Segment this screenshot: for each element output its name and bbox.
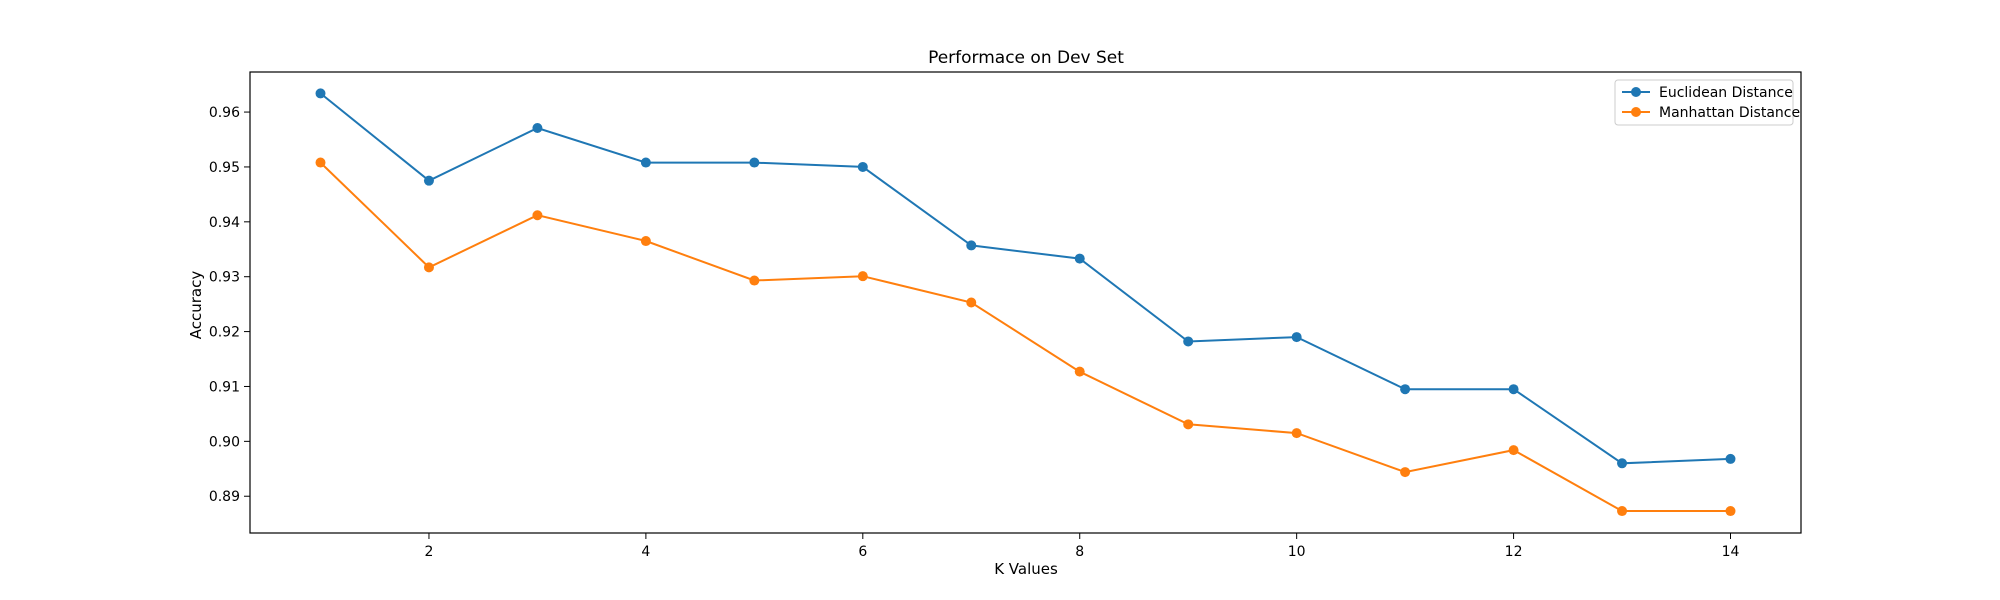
- data-point-manhattan-distance: [857, 271, 868, 282]
- chart-title: Performace on Dev Set: [928, 48, 1124, 68]
- data-point-euclidean-distance: [966, 240, 977, 251]
- data-point-manhattan-distance: [1400, 467, 1411, 478]
- data-point-euclidean-distance: [640, 157, 651, 168]
- x-axis-label: K Values: [994, 560, 1058, 578]
- x-tick-label: 10: [1288, 544, 1306, 560]
- y-tick-label: 0.90: [209, 434, 240, 450]
- y-tick-label: 0.92: [209, 325, 240, 341]
- y-axis: 0.89 0.90 0.91 0.92 0.93 0.94 0.95 0.96: [209, 105, 250, 505]
- data-point-manhattan-distance: [532, 210, 543, 221]
- legend-marker: [1631, 107, 1641, 117]
- x-tick-label: 4: [641, 544, 650, 560]
- x-tick-label: 6: [858, 544, 867, 560]
- legend-label: Manhattan Distance: [1659, 105, 1800, 121]
- y-tick-label: 0.94: [209, 215, 240, 231]
- data-point-manhattan-distance: [423, 262, 434, 273]
- data-point-euclidean-distance: [1725, 453, 1736, 464]
- x-tick-label: 2: [425, 544, 434, 560]
- data-point-euclidean-distance: [1074, 253, 1085, 264]
- data-point-manhattan-distance: [1074, 366, 1085, 377]
- y-tick-label: 0.91: [209, 379, 240, 395]
- x-tick-label: 14: [1722, 544, 1740, 560]
- data-point-euclidean-distance: [1617, 458, 1628, 469]
- y-tick-label: 0.96: [209, 105, 240, 121]
- y-tick-label: 0.95: [209, 160, 240, 176]
- legend: Euclidean Distance Manhattan Distance: [1614, 79, 1800, 126]
- legend-label: Euclidean Distance: [1659, 85, 1793, 101]
- x-tick-label: 8: [1075, 544, 1084, 560]
- x-axis: 2 4 6 8 10 12 14: [425, 533, 1740, 560]
- data-point-euclidean-distance: [857, 161, 868, 172]
- data-point-euclidean-distance: [1400, 384, 1411, 395]
- data-point-manhattan-distance: [315, 157, 326, 168]
- data-point-euclidean-distance: [315, 88, 326, 99]
- legend-box: [1614, 79, 1794, 126]
- data-point-manhattan-distance: [1508, 445, 1519, 456]
- series-line-manhattan-distance: [319, 161, 1731, 512]
- x-tick-label: 12: [1505, 544, 1523, 560]
- data-point-manhattan-distance: [1617, 506, 1628, 517]
- data-point-manhattan-distance: [640, 236, 651, 247]
- data-point-manhattan-distance: [749, 275, 760, 286]
- data-point-euclidean-distance: [749, 157, 760, 168]
- data-point-euclidean-distance: [1183, 336, 1194, 347]
- data-point-euclidean-distance: [1291, 332, 1302, 343]
- y-axis-label: Accuracy: [187, 271, 205, 340]
- data-point-manhattan-distance: [1725, 506, 1736, 517]
- legend-marker: [1631, 87, 1641, 97]
- data-point-manhattan-distance: [1291, 428, 1302, 439]
- data-point-euclidean-distance: [532, 122, 543, 133]
- plot-frame: [249, 71, 1802, 534]
- data-point-euclidean-distance: [1508, 384, 1519, 395]
- legend-item-manhattan-distance: Manhattan Distance: [1622, 105, 1800, 121]
- data-point-euclidean-distance: [423, 175, 434, 186]
- series-line-euclidean-distance: [319, 92, 1731, 465]
- data-point-manhattan-distance: [1183, 419, 1194, 430]
- series-layer: [315, 88, 1736, 517]
- legend-item-euclidean-distance: Euclidean Distance: [1622, 85, 1793, 101]
- y-tick-label: 0.93: [209, 270, 240, 286]
- series-euclidean-distance: [315, 88, 1736, 469]
- plot-area: [249, 71, 1802, 534]
- y-tick-label: 0.89: [209, 489, 240, 505]
- series-manhattan-distance: [315, 157, 1736, 517]
- data-point-manhattan-distance: [966, 297, 977, 308]
